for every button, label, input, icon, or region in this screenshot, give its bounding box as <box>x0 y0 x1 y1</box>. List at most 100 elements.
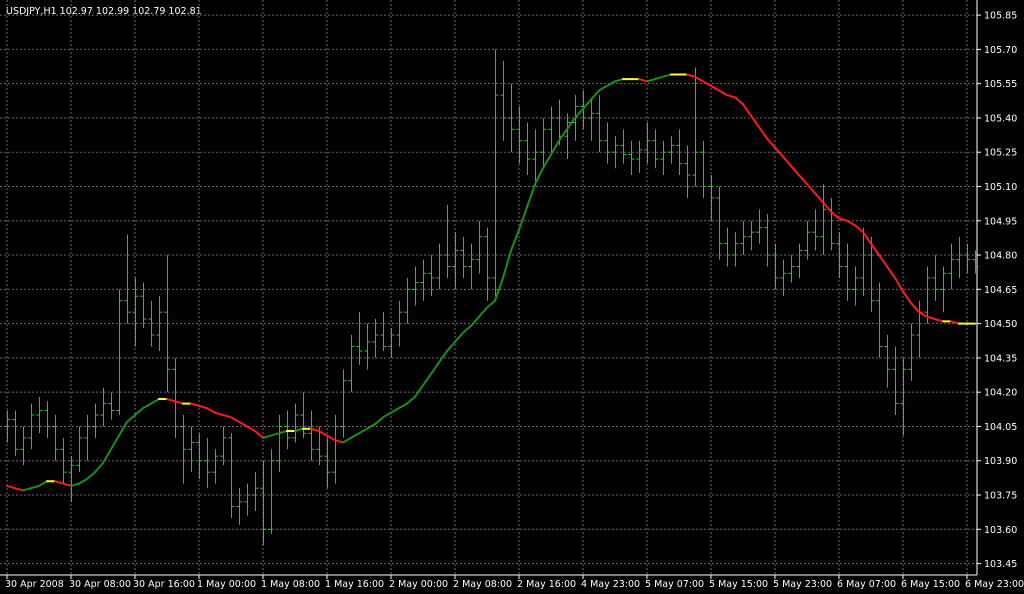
y-tick-label: 105.55 <box>984 79 1017 90</box>
moving-average <box>782 155 792 167</box>
moving-average <box>230 416 240 423</box>
moving-average <box>486 299 496 309</box>
moving-average <box>686 73 696 78</box>
moving-average <box>406 395 416 405</box>
moving-average <box>358 427 368 435</box>
moving-average <box>102 448 112 465</box>
moving-average <box>614 78 624 83</box>
y-tick-label: 105.40 <box>984 113 1017 124</box>
x-tick-label: 30 Apr 08:00 <box>69 579 131 590</box>
moving-average <box>510 228 520 252</box>
moving-average <box>926 315 936 321</box>
moving-average <box>894 276 904 293</box>
moving-average <box>910 302 920 314</box>
moving-average <box>446 340 456 353</box>
moving-average <box>606 80 616 87</box>
moving-average <box>246 425 256 433</box>
moving-average <box>150 398 160 405</box>
y-tick-label: 105.85 <box>984 11 1017 22</box>
moving-average <box>86 471 96 481</box>
moving-average <box>654 75 664 81</box>
moving-average <box>430 361 440 375</box>
y-tick-label: 103.45 <box>984 559 1017 570</box>
x-tick-label: 2 May 00:00 <box>389 579 448 590</box>
x-tick-label: 6 May 23:00 <box>965 579 1024 590</box>
moving-average <box>838 217 848 222</box>
moving-average <box>262 434 272 439</box>
moving-average <box>566 116 576 131</box>
moving-average <box>694 75 704 83</box>
moving-average <box>806 183 816 195</box>
moving-average <box>502 249 512 279</box>
moving-average <box>598 84 608 92</box>
moving-average <box>6 484 16 490</box>
moving-average <box>918 311 928 318</box>
moving-average <box>822 201 832 213</box>
moving-average <box>318 430 328 437</box>
moving-average <box>902 290 912 305</box>
moving-average <box>110 434 120 451</box>
moving-average <box>22 487 32 492</box>
moving-average <box>862 231 872 245</box>
moving-average <box>950 320 960 325</box>
moving-average <box>518 206 528 231</box>
moving-average <box>870 242 880 257</box>
moving-average <box>374 416 384 426</box>
moving-average <box>438 350 448 364</box>
moving-average <box>134 407 144 417</box>
moving-average <box>54 480 64 485</box>
moving-average <box>294 427 304 433</box>
y-tick-label: 103.90 <box>984 456 1017 467</box>
x-tick-label: 5 May 23:00 <box>773 579 832 590</box>
moving-average <box>206 407 216 414</box>
moving-average <box>534 167 544 186</box>
moving-average <box>542 153 552 170</box>
moving-average <box>846 219 856 227</box>
moving-average <box>702 80 712 87</box>
moving-average <box>750 114 760 129</box>
moving-average <box>646 78 656 83</box>
y-tick-label: 103.75 <box>984 491 1017 502</box>
moving-average <box>558 128 568 142</box>
moving-average <box>886 265 896 279</box>
moving-average <box>934 318 944 323</box>
moving-average <box>310 427 320 433</box>
moving-average <box>854 224 864 234</box>
moving-average <box>118 420 128 437</box>
moving-average <box>238 420 248 428</box>
moving-average <box>334 439 344 444</box>
moving-average <box>214 411 224 417</box>
y-tick-label: 104.50 <box>984 319 1017 330</box>
moving-average <box>590 89 600 101</box>
moving-average <box>526 183 536 209</box>
moving-average <box>710 84 720 92</box>
moving-average <box>742 103 752 117</box>
moving-average <box>718 89 728 97</box>
moving-average <box>582 98 592 110</box>
y-tick-label: 105.10 <box>984 182 1017 193</box>
moving-average <box>414 384 424 398</box>
moving-average <box>790 164 800 177</box>
moving-average <box>470 315 480 327</box>
y-tick-label: 103.60 <box>984 525 1017 536</box>
chart-title: USDJPY,H1 102.97 102.99 102.79 102.81 <box>6 6 202 17</box>
x-tick-label: 30 Apr 16:00 <box>133 579 195 590</box>
moving-average <box>454 331 464 343</box>
moving-average <box>350 432 360 439</box>
moving-average <box>366 423 376 430</box>
moving-average <box>94 462 104 474</box>
moving-average <box>478 306 488 318</box>
x-tick-label: 6 May 07:00 <box>837 579 896 590</box>
moving-average <box>766 137 776 149</box>
moving-average <box>798 174 808 186</box>
moving-average <box>254 430 264 439</box>
x-tick-label: 6 May 15:00 <box>901 579 960 590</box>
moving-average <box>70 482 80 487</box>
moving-average <box>574 107 584 119</box>
x-tick-label: 1 May 00:00 <box>197 579 256 590</box>
moving-average <box>830 210 840 220</box>
moving-average <box>398 402 408 410</box>
moving-average <box>878 254 888 268</box>
x-tick-label: 1 May 16:00 <box>325 579 384 590</box>
